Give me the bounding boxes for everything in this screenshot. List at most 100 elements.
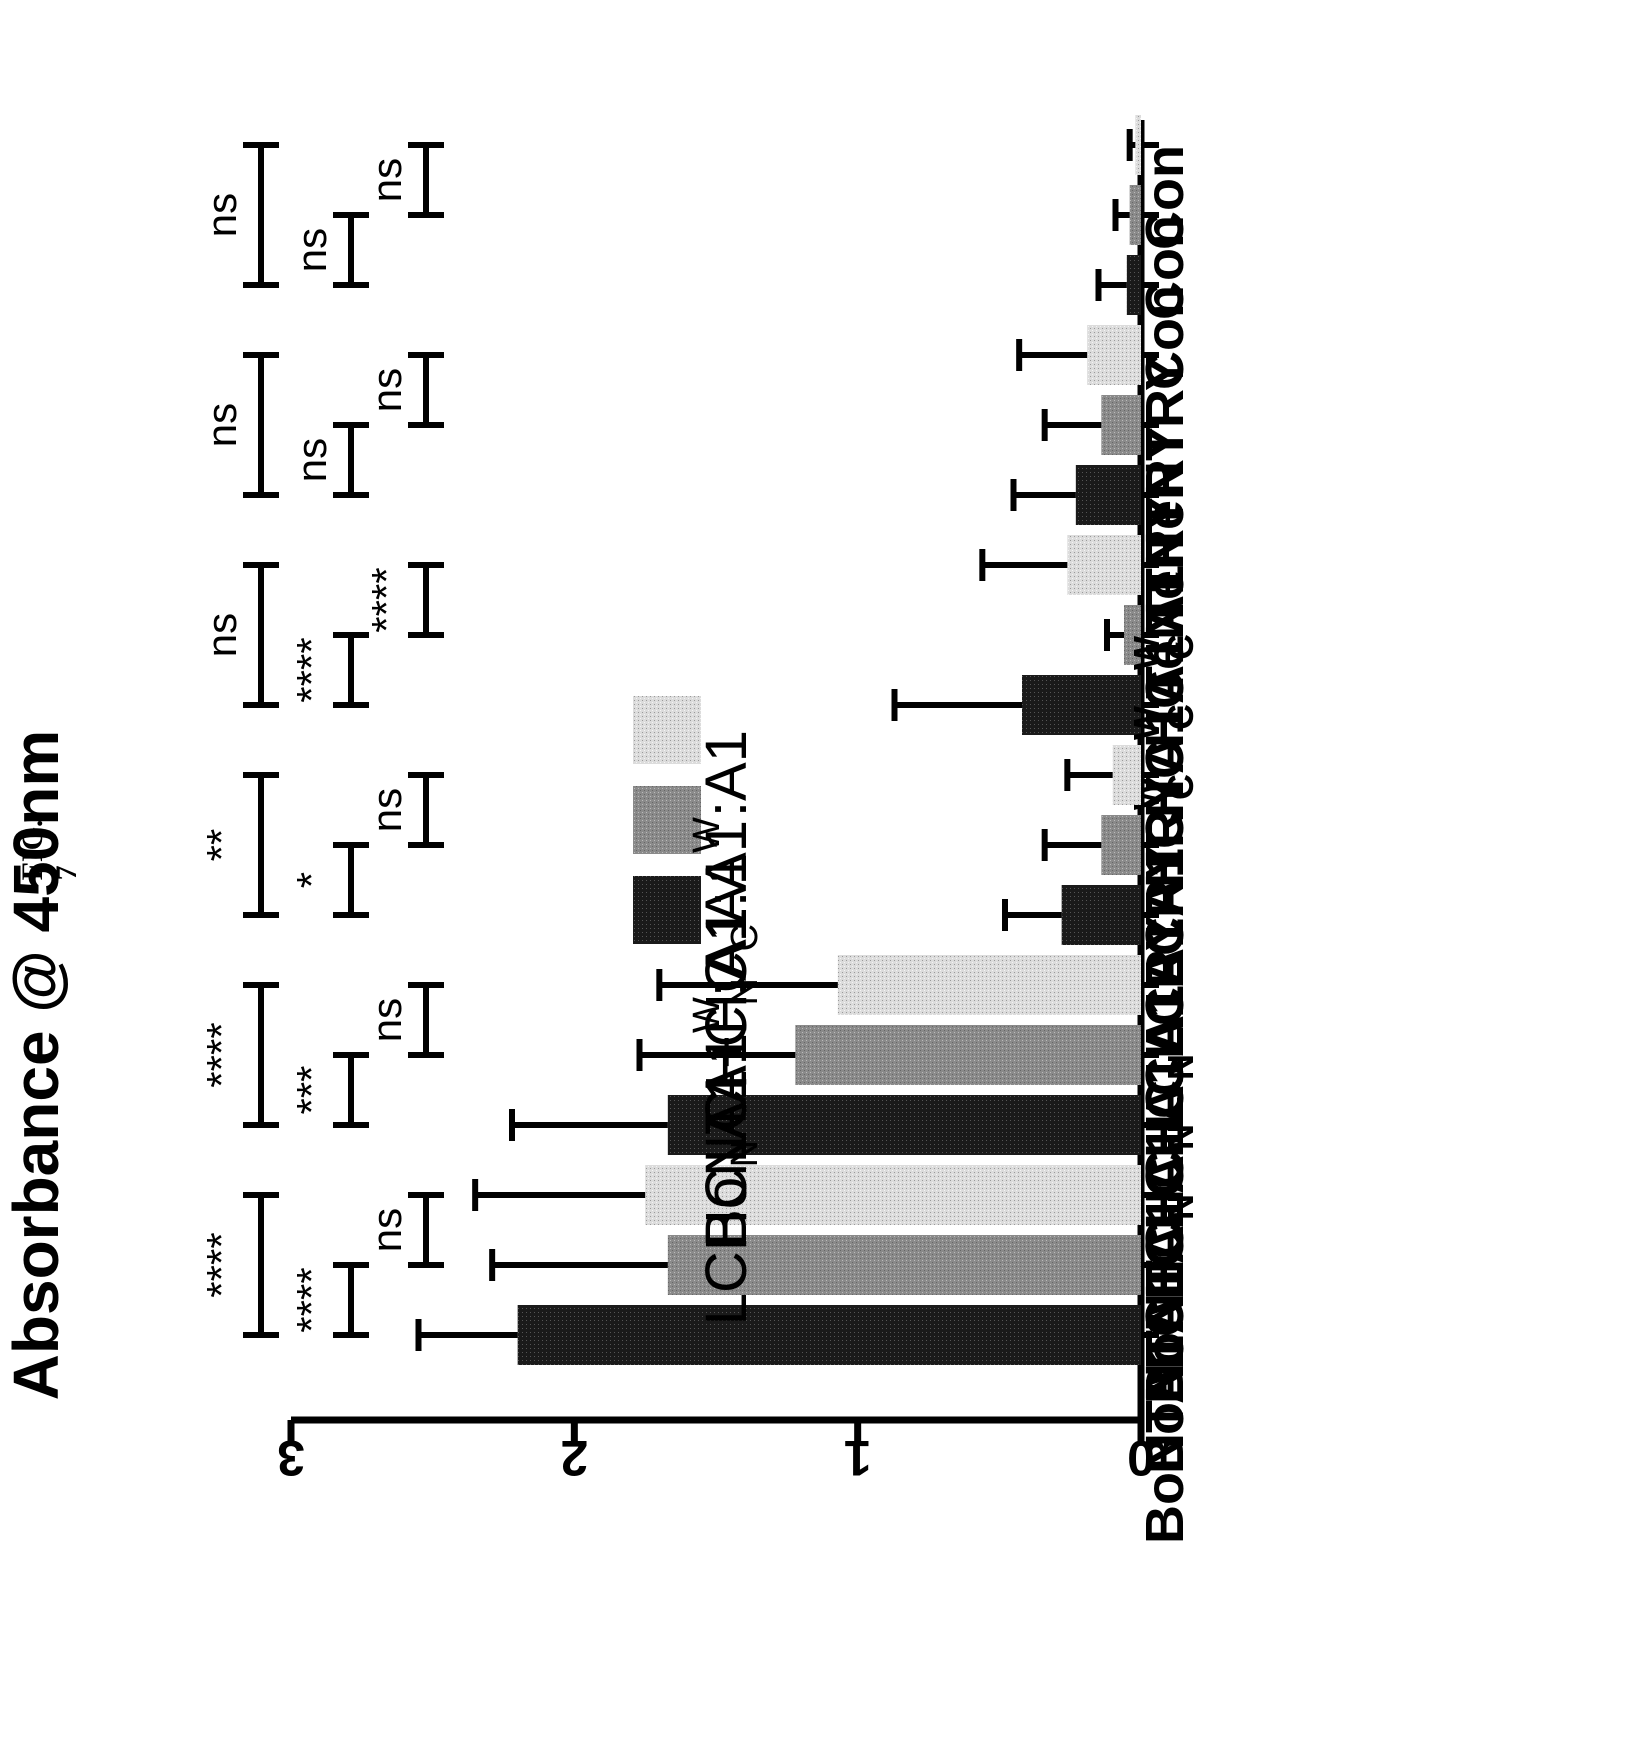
x-tick-label-sub: C xyxy=(1160,704,1201,730)
significance-label: ns xyxy=(363,1208,410,1252)
x-tick-label-sub: C xyxy=(1160,634,1201,660)
x-tick-label: TeNTRY xyxy=(1135,425,1195,629)
bar xyxy=(837,955,1141,1015)
significance-label: ns xyxy=(363,788,410,832)
legend-sub: N xyxy=(724,1140,766,1167)
significance-label: ns xyxy=(198,613,245,657)
x-tick-label-text: BoNTA1 xyxy=(1135,1335,1195,1544)
legend-label: LCHCNA1+HCCA1W:A1 xyxy=(686,730,766,1325)
significance-label: ns xyxy=(288,438,335,482)
legend-swatch xyxy=(633,786,701,854)
legend-label: LCHCNA1:A1 xyxy=(694,820,766,1163)
significance-label: ns xyxy=(363,158,410,202)
bar xyxy=(795,1025,1141,1085)
x-tick-label-sup: W xyxy=(1126,636,1167,670)
bar xyxy=(645,1165,1141,1225)
y-tick-label: 0 xyxy=(1127,1430,1155,1486)
x-tick-label-text: Con xyxy=(1135,215,1195,320)
significance-label: ns xyxy=(198,193,245,237)
x-tick-label-tail: A1 xyxy=(1135,565,1195,634)
legend-text: :A1 xyxy=(694,730,759,817)
x-tick-label-text: Con xyxy=(1135,285,1195,390)
significance-label: **** xyxy=(288,1267,335,1332)
bar xyxy=(1101,395,1141,455)
x-tick-label-sub: N xyxy=(1160,1054,1201,1080)
y-tick-label: 1 xyxy=(844,1430,872,1486)
bar xyxy=(1022,675,1141,735)
x-tick-label: BoNTA1 xyxy=(1135,1195,1195,1404)
x-tick-label: LCA1RY xyxy=(1135,915,1195,1129)
x-tick-label-tail: A1 xyxy=(1135,705,1195,774)
bar xyxy=(1067,535,1141,595)
x-tick-label-text: LCHC xyxy=(1135,1220,1195,1370)
significance-label: ns xyxy=(363,998,410,1042)
x-tick-label: LCA1RY xyxy=(1135,845,1195,1059)
x-tick-label: LCA1RY xyxy=(1135,775,1195,989)
x-tick-label-sup: W xyxy=(1126,706,1167,740)
x-tick-label-text: LCA1RY xyxy=(1135,775,1195,989)
significance-label: ** xyxy=(198,829,245,862)
bar xyxy=(1061,885,1141,945)
x-tick-label-tail: A1 xyxy=(1135,1125,1195,1194)
x-tick-label-text: HC xyxy=(1135,740,1195,818)
y-axis-label: Absorbance @ 450nm xyxy=(0,730,72,1401)
x-tick-label-text: BoNTA1 xyxy=(1135,1265,1195,1474)
x-tick-label-text: TeNTRY xyxy=(1135,425,1195,629)
y-tick-label: 3 xyxy=(277,1430,305,1486)
x-tick-label-sub: N xyxy=(1160,1194,1201,1220)
x-tick-label: BoNTA1 xyxy=(1135,1335,1195,1544)
legend-text: LCHC xyxy=(694,1167,759,1325)
x-tick-label-tail: A1 xyxy=(1135,635,1195,704)
y-tick-label: 2 xyxy=(560,1430,588,1486)
significance-label: ns xyxy=(288,228,335,272)
x-tick-label: BoNTA1 xyxy=(1135,1265,1195,1474)
x-tick-label: TeNTRY xyxy=(1135,355,1195,559)
legend-text: LCHC xyxy=(694,1005,759,1163)
x-tick-label-text: Con xyxy=(1135,145,1195,250)
x-tick-label: HCWCA1 xyxy=(1126,705,1201,888)
figure-label: FIG. 7 xyxy=(16,819,83,881)
legend-text: A1 xyxy=(694,853,759,924)
bar xyxy=(1101,815,1141,875)
x-tick-label: Con xyxy=(1135,145,1195,250)
x-tick-label: LCHCNA1 xyxy=(1135,1125,1200,1370)
legend-text: A1+HC xyxy=(694,951,759,1140)
significance-label: *** xyxy=(288,1065,335,1114)
x-tick-label: TeNTRY xyxy=(1135,495,1195,699)
bar xyxy=(1087,325,1141,385)
x-tick-label: LCHCNA1 xyxy=(1135,1055,1200,1300)
significance-label: ns xyxy=(363,368,410,412)
bar xyxy=(667,1095,1141,1155)
bar xyxy=(1129,185,1141,245)
legend-sup: W xyxy=(686,997,728,1033)
x-tick-label-text: HC xyxy=(1135,810,1195,888)
x-tick-label-text: HC xyxy=(1135,670,1195,748)
x-tick-label-text: TeNTRY xyxy=(1135,355,1195,559)
legend-sup: W xyxy=(686,817,728,853)
legend-swatch xyxy=(633,696,701,764)
bar xyxy=(1126,255,1141,315)
legend-sub: N xyxy=(724,978,766,1005)
x-tick-label: HCWCA1 xyxy=(1126,635,1201,818)
legend-text: A1:A1 xyxy=(694,820,759,978)
x-tick-label: Con xyxy=(1135,285,1195,390)
x-tick-label-sub: N xyxy=(1160,1124,1201,1150)
significance-label: ns xyxy=(198,403,245,447)
x-tick-label-tail: A1 xyxy=(1135,1055,1195,1124)
legend-label: BoNTA1W:A1 xyxy=(686,910,759,1248)
significance-label: * xyxy=(288,872,335,888)
x-tick-label-tail: A1 xyxy=(1135,985,1195,1054)
bar xyxy=(667,1235,1141,1295)
legend-text: BoNTA1 xyxy=(694,1033,759,1248)
legend-swatch xyxy=(633,876,701,944)
x-tick-label-text: LCHC xyxy=(1135,1150,1195,1300)
x-tick-label-text: TeNTRY xyxy=(1135,495,1195,699)
legend-text: :A1 xyxy=(694,910,759,997)
bar xyxy=(517,1305,1141,1365)
significance-label: **** xyxy=(198,1232,245,1297)
significance-label: **** xyxy=(363,567,410,632)
x-tick-label: LCHCNA1 xyxy=(1135,985,1200,1230)
bar xyxy=(1124,605,1141,665)
